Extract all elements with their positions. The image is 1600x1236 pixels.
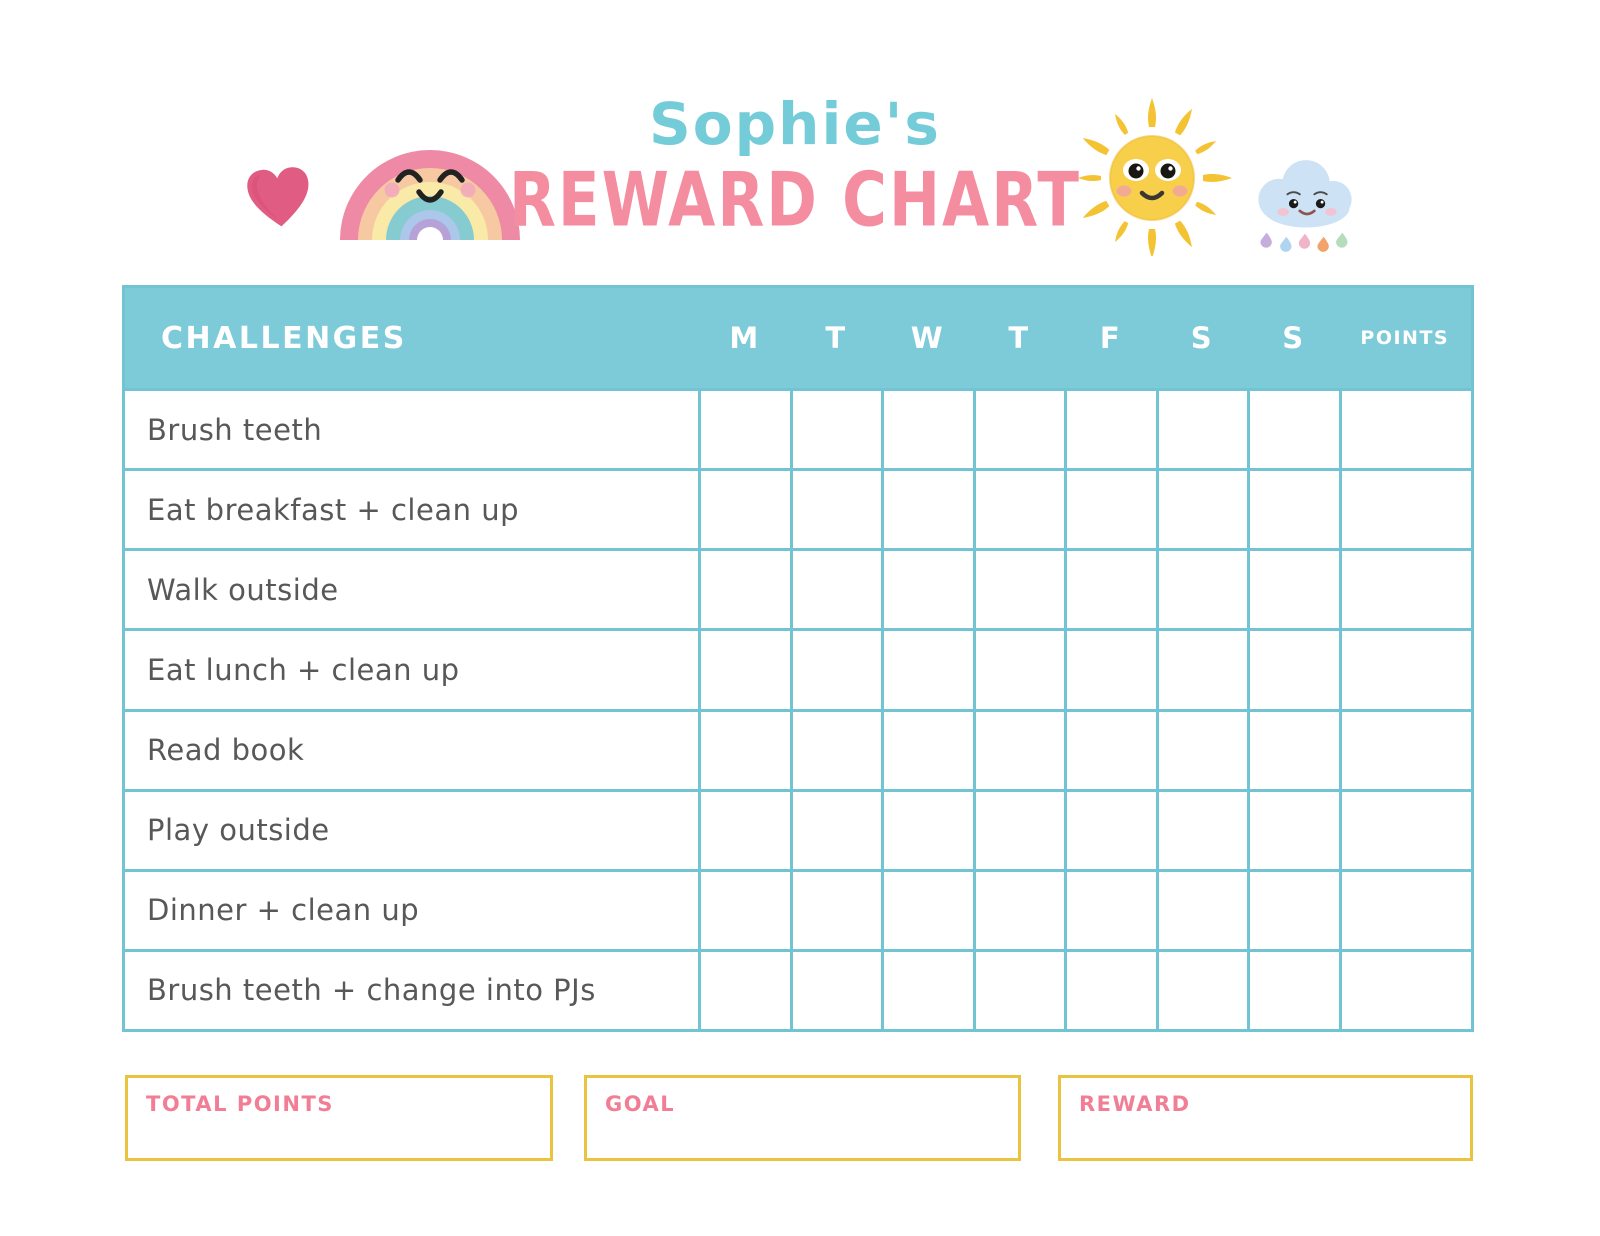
mark-cell[interactable] xyxy=(972,468,1064,549)
mark-cell[interactable] xyxy=(1064,468,1156,549)
challenge-label: Eat breakfast + clean up xyxy=(125,468,698,549)
points-cell[interactable] xyxy=(1338,708,1471,789)
challenge-label: Brush teeth + change into PJs xyxy=(125,948,698,1029)
reward-table: CHALLENGES M T W T F S S POINTS Brush te… xyxy=(122,285,1474,1032)
points-cell[interactable] xyxy=(1338,948,1471,1029)
mark-cell[interactable] xyxy=(698,788,790,869)
challenge-label: Play outside xyxy=(125,788,698,869)
mark-cell[interactable] xyxy=(789,948,881,1029)
points-cell[interactable] xyxy=(1338,868,1471,949)
points-cell[interactable] xyxy=(1338,548,1471,629)
child-name-title: Sophie's xyxy=(649,90,941,158)
total-points-value[interactable] xyxy=(146,1116,532,1146)
challenge-label: Eat lunch + clean up xyxy=(125,628,698,709)
mark-cell[interactable] xyxy=(789,628,881,709)
mark-cell[interactable] xyxy=(1155,628,1247,709)
mark-cell[interactable] xyxy=(698,628,790,709)
mark-cell[interactable] xyxy=(972,628,1064,709)
mark-cell[interactable] xyxy=(789,868,881,949)
mark-cell[interactable] xyxy=(789,548,881,629)
challenge-label: Walk outside xyxy=(125,548,698,629)
challenge-label: Brush teeth xyxy=(125,388,698,469)
page-title: REWARD CHART xyxy=(508,157,1082,244)
mark-cell[interactable] xyxy=(881,788,973,869)
mark-cell[interactable] xyxy=(1155,708,1247,789)
mark-cell[interactable] xyxy=(789,468,881,549)
mark-cell[interactable] xyxy=(1247,788,1339,869)
goal-value[interactable] xyxy=(605,1116,1000,1146)
mark-cell[interactable] xyxy=(881,628,973,709)
mark-cell[interactable] xyxy=(698,868,790,949)
rainbow-icon xyxy=(340,150,520,240)
mark-cell[interactable] xyxy=(698,708,790,789)
column-header-tuesday: T xyxy=(789,288,881,388)
mark-cell[interactable] xyxy=(1155,948,1247,1029)
mark-cell[interactable] xyxy=(1247,948,1339,1029)
mark-cell[interactable] xyxy=(972,708,1064,789)
mark-cell[interactable] xyxy=(698,948,790,1029)
challenge-label: Read book xyxy=(125,708,698,789)
mark-cell[interactable] xyxy=(1247,868,1339,949)
mark-cell[interactable] xyxy=(698,388,790,469)
column-header-saturday: S xyxy=(1155,288,1247,388)
mark-cell[interactable] xyxy=(1064,868,1156,949)
mark-cell[interactable] xyxy=(1064,388,1156,469)
column-header-challenges: CHALLENGES xyxy=(125,288,698,388)
reward-label: REWARD xyxy=(1079,1092,1191,1116)
mark-cell[interactable] xyxy=(1247,548,1339,629)
total-points-box: TOTAL POINTS xyxy=(125,1075,553,1161)
mark-cell[interactable] xyxy=(1155,388,1247,469)
heart-icon xyxy=(247,167,309,227)
column-header-thursday: T xyxy=(972,288,1064,388)
column-header-sunday: S xyxy=(1247,288,1339,388)
mark-cell[interactable] xyxy=(1247,388,1339,469)
mark-cell[interactable] xyxy=(881,548,973,629)
mark-cell[interactable] xyxy=(789,708,881,789)
mark-cell[interactable] xyxy=(1155,548,1247,629)
mark-cell[interactable] xyxy=(789,788,881,869)
column-header-wednesday: W xyxy=(881,288,973,388)
total-points-label: TOTAL POINTS xyxy=(146,1092,334,1116)
column-header-monday: M xyxy=(698,288,790,388)
goal-box: GOAL xyxy=(584,1075,1021,1161)
points-cell[interactable] xyxy=(1338,468,1471,549)
mark-cell[interactable] xyxy=(698,468,790,549)
mark-cell[interactable] xyxy=(881,708,973,789)
column-header-points: POINTS xyxy=(1338,288,1471,388)
mark-cell[interactable] xyxy=(1247,628,1339,709)
challenge-label: Dinner + clean up xyxy=(125,868,698,949)
sun-icon xyxy=(1078,98,1232,256)
mark-cell[interactable] xyxy=(972,548,1064,629)
mark-cell[interactable] xyxy=(881,468,973,549)
reward-value[interactable] xyxy=(1079,1116,1452,1146)
rain-cloud-icon xyxy=(1258,160,1352,252)
mark-cell[interactable] xyxy=(789,388,881,469)
mark-cell[interactable] xyxy=(881,868,973,949)
mark-cell[interactable] xyxy=(1064,548,1156,629)
reward-box: REWARD xyxy=(1058,1075,1473,1161)
mark-cell[interactable] xyxy=(972,388,1064,469)
points-cell[interactable] xyxy=(1338,788,1471,869)
mark-cell[interactable] xyxy=(1064,788,1156,869)
mark-cell[interactable] xyxy=(1155,468,1247,549)
mark-cell[interactable] xyxy=(881,388,973,469)
column-header-friday: F xyxy=(1064,288,1156,388)
mark-cell[interactable] xyxy=(881,948,973,1029)
mark-cell[interactable] xyxy=(972,948,1064,1029)
mark-cell[interactable] xyxy=(1155,788,1247,869)
mark-cell[interactable] xyxy=(1155,868,1247,949)
mark-cell[interactable] xyxy=(1247,708,1339,789)
mark-cell[interactable] xyxy=(1064,948,1156,1029)
mark-cell[interactable] xyxy=(1247,468,1339,549)
mark-cell[interactable] xyxy=(1064,708,1156,789)
goal-label: GOAL xyxy=(605,1092,676,1116)
points-cell[interactable] xyxy=(1338,628,1471,709)
points-cell[interactable] xyxy=(1338,388,1471,469)
mark-cell[interactable] xyxy=(972,788,1064,869)
mark-cell[interactable] xyxy=(972,868,1064,949)
mark-cell[interactable] xyxy=(698,548,790,629)
mark-cell[interactable] xyxy=(1064,628,1156,709)
